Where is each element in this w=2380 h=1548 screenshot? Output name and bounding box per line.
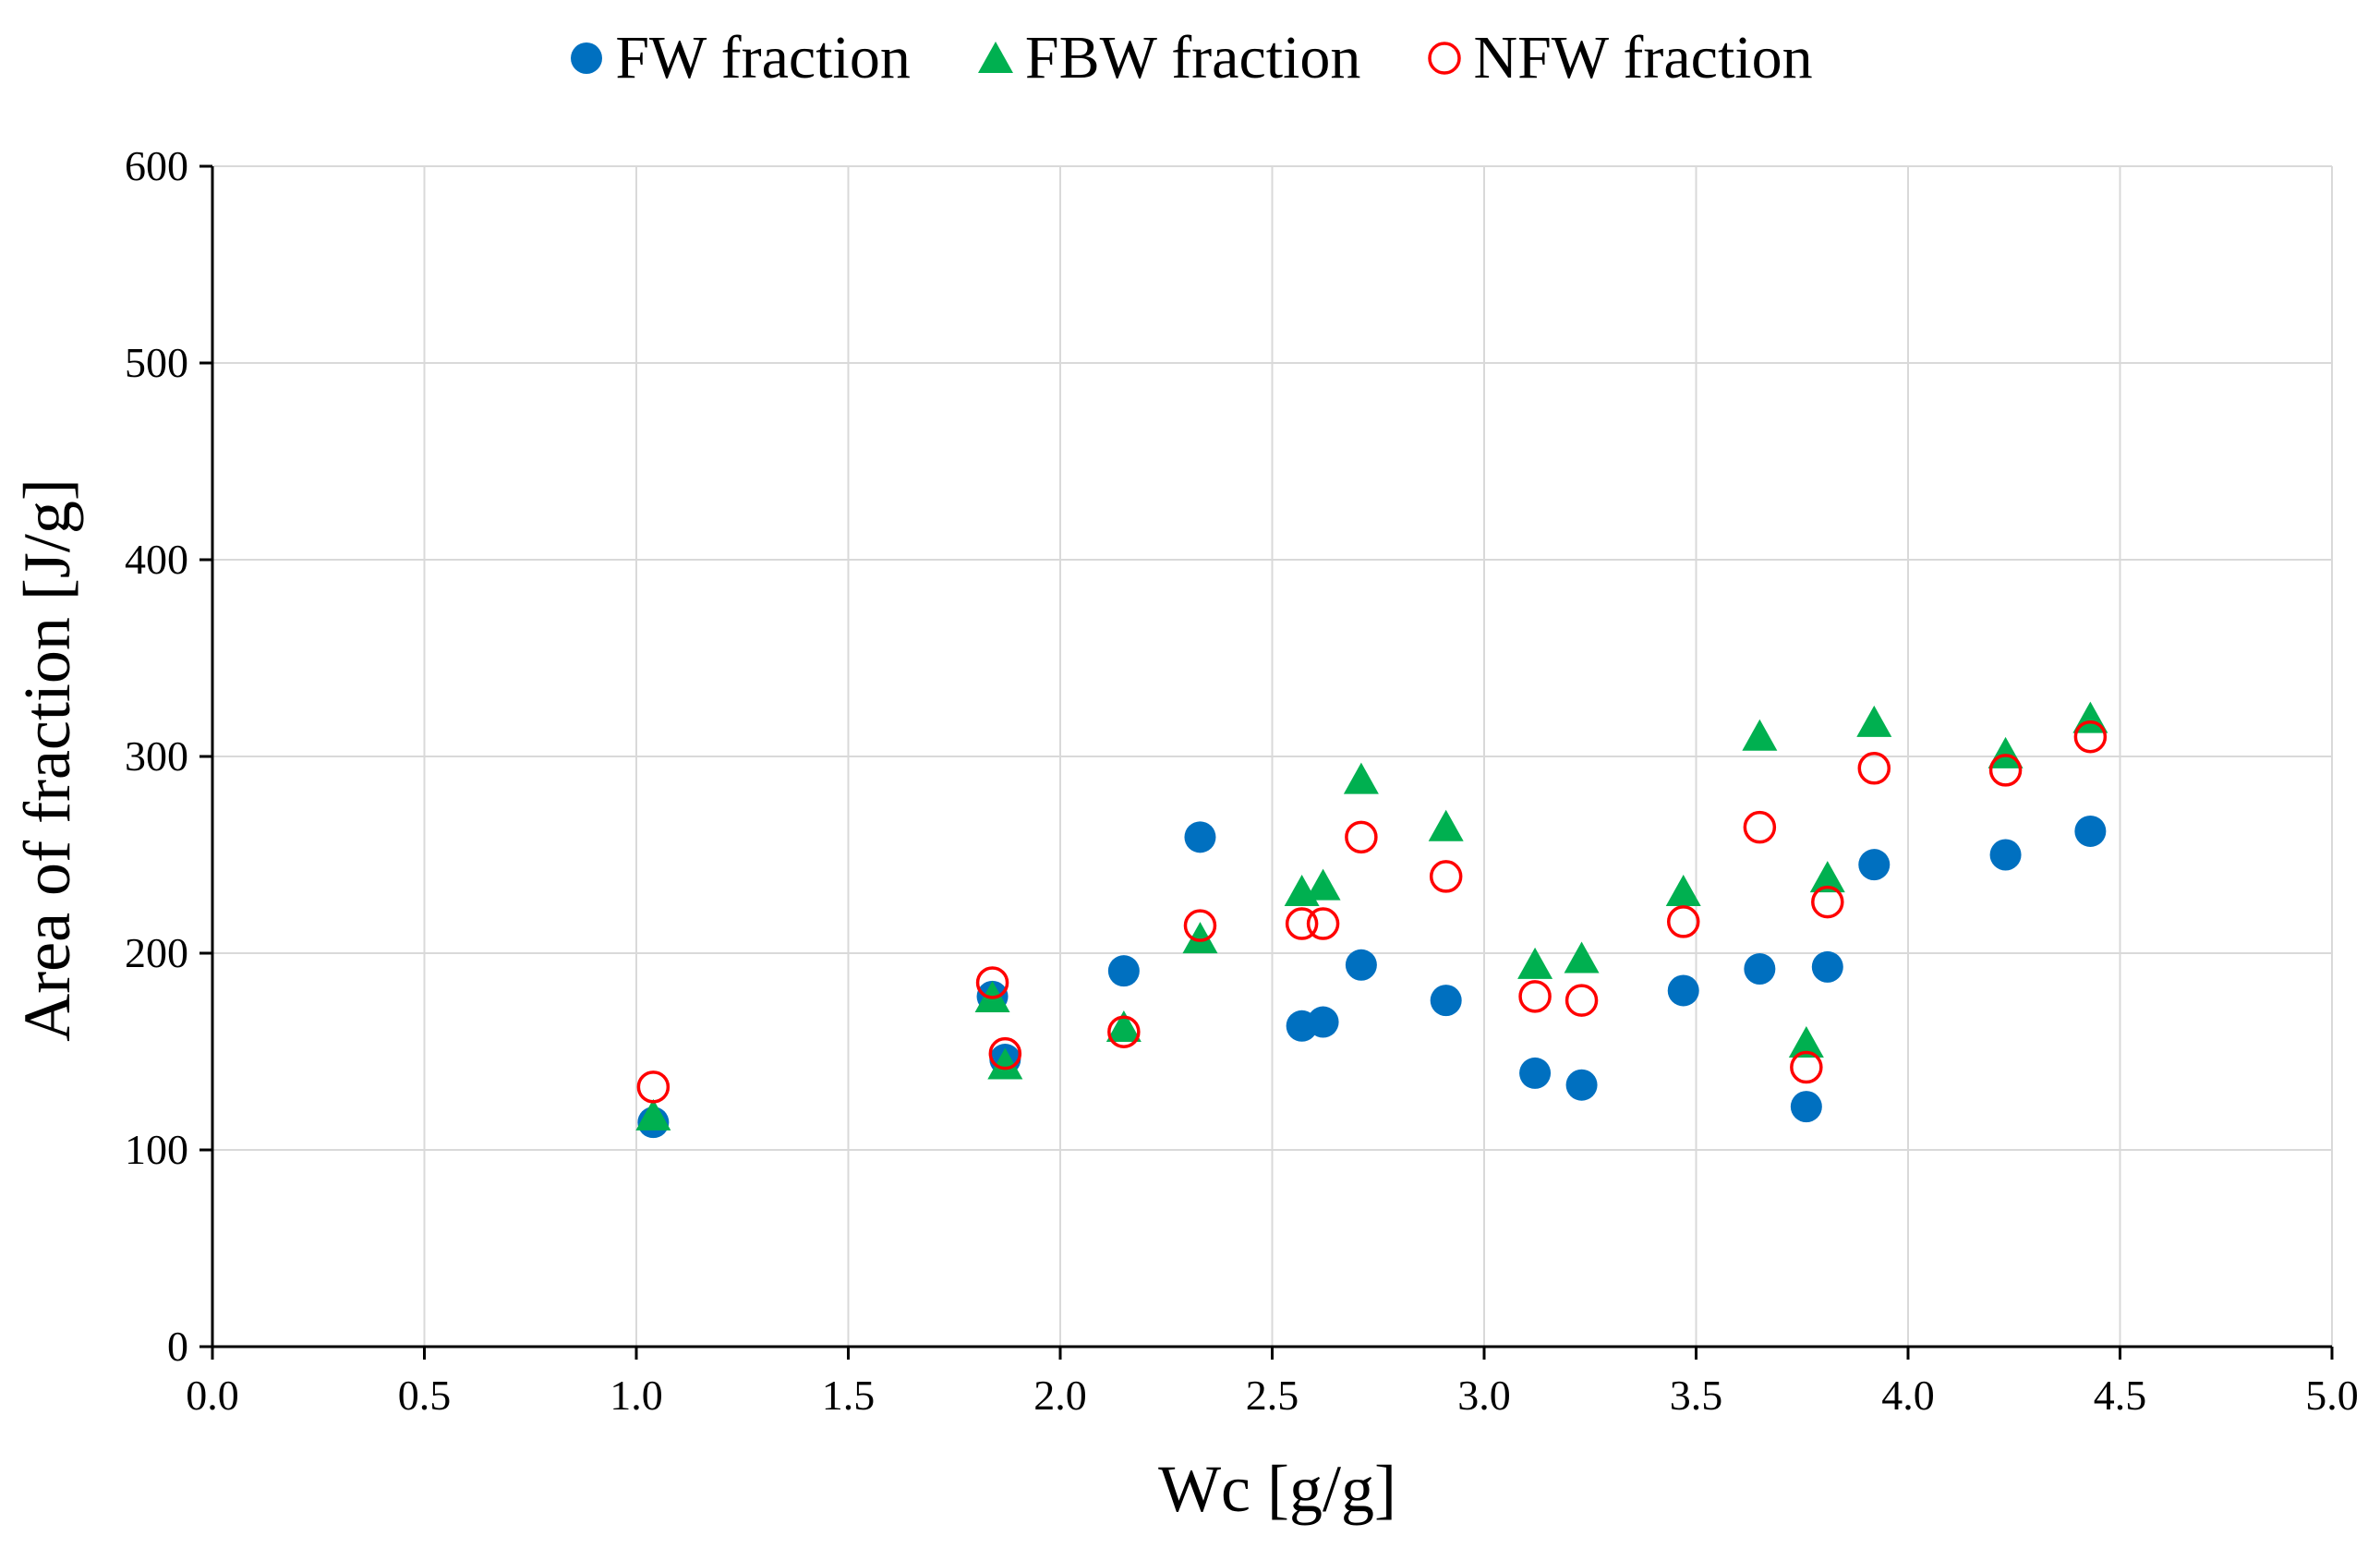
fw-fraction-point: [1744, 953, 1776, 986]
nfw-fraction-point: [1790, 1050, 1823, 1084]
fw-fraction-point: [2074, 815, 2107, 847]
fw-fraction-point: [1790, 1091, 1822, 1123]
y-tick-label: 200: [125, 929, 188, 976]
nfw-fraction-point: [1285, 907, 1319, 940]
legend-item-fbw: FBW fraction: [975, 24, 1361, 91]
fbw-fraction-point: [1809, 861, 1845, 893]
fbw-fraction-point: [1856, 705, 1892, 737]
fbw-fraction-point: [1182, 922, 1218, 954]
x-axis-title: Wc [g/g]: [1158, 1452, 1396, 1526]
fw-fraction-point: [1667, 974, 1699, 1007]
nfw-fraction-point: [1345, 820, 1378, 854]
legend-item-fw: FW fraction: [567, 28, 911, 89]
x-tick-label: 0.0: [186, 1372, 239, 1419]
nfw-fraction-point: [636, 1070, 671, 1104]
nfw-fraction-point: [1666, 905, 1700, 938]
fw-fraction-point: [1345, 949, 1377, 981]
fbw-fraction-point: [1517, 947, 1553, 979]
fbw-fraction-point: [1105, 1010, 1142, 1042]
data-points: [635, 701, 2108, 1139]
fbw-fraction-point: [635, 1098, 671, 1131]
fbw-fraction-point: [987, 1047, 1023, 1080]
fbw-fraction-point: [1788, 1026, 1824, 1058]
nfw-fraction-point: [1306, 907, 1340, 940]
fbw-fraction-point: [1343, 762, 1379, 794]
y-axis-title: Area of fraction [J/g]: [10, 478, 84, 1042]
fw-fraction-point: [1430, 985, 1462, 1017]
nfw-fraction-point: [975, 966, 1009, 999]
x-tick-label: 5.0: [2305, 1372, 2359, 1419]
nfw-fraction-point: [1743, 810, 1777, 844]
nfw-fraction-point: [1429, 860, 1463, 893]
axes: [199, 164, 2334, 1360]
y-tick-label: 600: [125, 142, 188, 189]
fbw-fraction-point: [1987, 736, 2024, 768]
x-tick-label: 3.5: [1670, 1372, 1723, 1419]
x-tick-label: 2.5: [1246, 1372, 1299, 1419]
legend-label-fbw: FBW fraction: [1024, 24, 1361, 91]
fw-fraction-point: [1184, 821, 1216, 853]
fw-fraction-point: [1107, 955, 1140, 987]
nfw-fraction-point: [1811, 885, 1844, 919]
x-tick-label: 1.0: [610, 1372, 663, 1419]
tick-labels: 0 100 200 300 400 500 600 0.0 0.5 1.0 1.5 2.0 2.5 3.0…: [125, 142, 2359, 1419]
fbw-fraction-point: [1428, 809, 1464, 841]
gridlines: [212, 165, 2333, 1347]
nfw-fraction-point: [1518, 980, 1552, 1013]
nfw-fraction-point: [1107, 1015, 1141, 1048]
y-tick-label: 300: [125, 732, 188, 780]
fbw-fraction-point: [1305, 868, 1341, 901]
x-tick-label: 3.0: [1457, 1372, 1511, 1419]
legend-item-nfw: NFW fraction: [1425, 24, 1813, 91]
x-tick-label: 1.5: [822, 1372, 876, 1419]
x-tick-label: 4.5: [2094, 1372, 2147, 1419]
filled-circle-marker-icon: [567, 39, 606, 78]
y-tick-label: 400: [125, 536, 188, 583]
open-circle-marker-icon: [1425, 39, 1464, 78]
legend: FW fraction FBW fraction NFW fraction: [0, 28, 2380, 89]
x-tick-label: 4.0: [1881, 1372, 1935, 1419]
nfw-fraction-point: [1857, 752, 1891, 785]
y-tick-label: 0: [167, 1323, 188, 1370]
nfw-fraction-point: [2073, 720, 2108, 754]
fw-fraction-point: [1307, 1006, 1339, 1038]
fw-fraction-point: [1811, 950, 1843, 983]
y-tick-label: 100: [125, 1126, 188, 1173]
nfw-fraction-point: [1988, 754, 2023, 787]
y-tick-label: 500: [125, 339, 188, 386]
fw-fraction-point: [1565, 1069, 1598, 1101]
fbw-fraction-point: [1665, 875, 1701, 907]
legend-label-nfw: NFW fraction: [1473, 24, 1813, 91]
fw-fraction-point: [1858, 849, 1891, 881]
nfw-fraction-point: [1565, 984, 1599, 1017]
filled-triangle-marker-icon: [975, 39, 1016, 78]
fbw-fraction-point: [1564, 941, 1600, 974]
nfw-fraction-point: [988, 1036, 1022, 1070]
fw-fraction-point: [1519, 1057, 1552, 1089]
fw-fraction-point: [1989, 839, 2022, 871]
x-tick-label: 0.5: [398, 1372, 452, 1419]
legend-label-fw: FW fraction: [615, 24, 911, 91]
fbw-fraction-point: [1742, 719, 1778, 751]
nfw-fraction-point: [1183, 909, 1217, 942]
x-tick-label: 2.0: [1033, 1372, 1087, 1419]
